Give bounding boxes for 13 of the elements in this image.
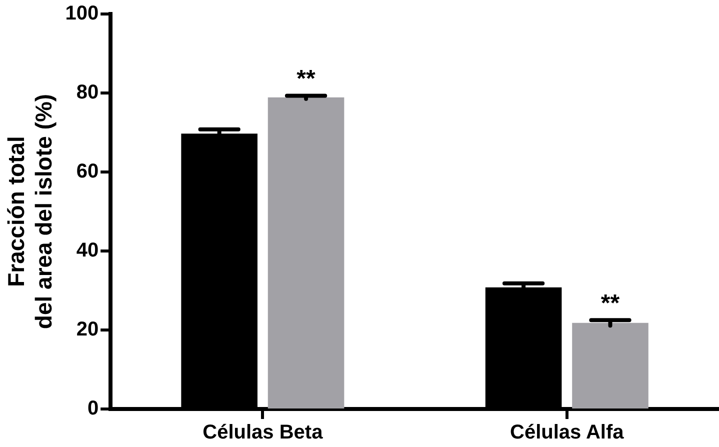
y-tick-label: 60 xyxy=(76,160,99,183)
x-tick-label: Células Beta xyxy=(202,422,324,444)
y-axis-title: Fracción total del area del islote (%) xyxy=(3,94,57,330)
y-tick-label: 0 xyxy=(87,398,99,420)
y-tick-label: 20 xyxy=(76,318,99,341)
y-tick-label: 80 xyxy=(76,82,99,104)
bar xyxy=(572,322,648,408)
annotation: ** xyxy=(600,290,620,317)
annotation: ** xyxy=(296,65,316,92)
y-tick-label: 40 xyxy=(76,240,99,262)
x-tick-label: Células Alfa xyxy=(510,422,625,444)
bar xyxy=(268,97,344,408)
y-tick-label: 100 xyxy=(65,2,99,25)
